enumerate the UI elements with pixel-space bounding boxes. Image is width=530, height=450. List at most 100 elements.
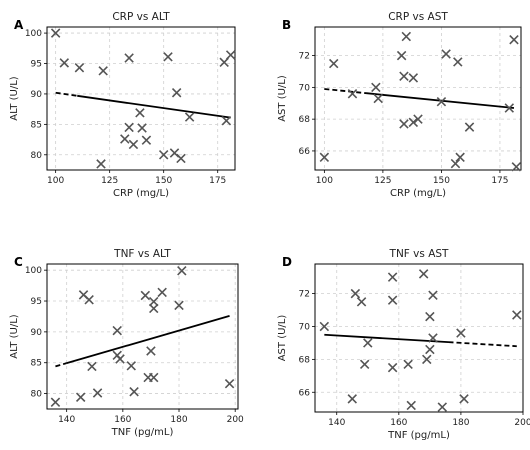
data-point-marker bbox=[184, 112, 195, 122]
x-tick-label: 175 bbox=[209, 176, 226, 186]
plot-area bbox=[46, 263, 239, 410]
data-point-marker bbox=[149, 372, 159, 383]
data-point-marker bbox=[146, 346, 156, 356]
data-point-marker bbox=[387, 295, 398, 305]
y-tick-label: 72 bbox=[299, 290, 310, 300]
x-tick-label: 200 bbox=[514, 418, 530, 428]
data-point-marker bbox=[74, 63, 85, 73]
data-point-marker bbox=[163, 52, 173, 62]
panel-letter: B bbox=[282, 18, 291, 32]
data-point-marker bbox=[126, 361, 136, 371]
data-point-marker bbox=[453, 57, 463, 67]
data-point-marker bbox=[359, 359, 370, 370]
y-tick-label: 72 bbox=[299, 52, 310, 62]
y-tick-label: 85 bbox=[31, 359, 42, 369]
data-point-marker bbox=[350, 288, 361, 299]
data-point-marker bbox=[115, 354, 125, 364]
y-tick-label: 80 bbox=[31, 151, 43, 161]
data-point-marker bbox=[50, 397, 61, 407]
chart-title: TNF vs AST bbox=[389, 248, 450, 260]
data-point-marker bbox=[459, 394, 469, 404]
x-tick-label: 150 bbox=[155, 176, 172, 186]
data-point-marker bbox=[84, 295, 94, 305]
data-point-marker bbox=[512, 310, 522, 320]
data-point-marker bbox=[177, 266, 187, 276]
data-point-marker bbox=[456, 328, 466, 338]
x-tick-label: 160 bbox=[390, 418, 407, 428]
data-point-marker bbox=[87, 361, 97, 372]
data-point-marker bbox=[141, 135, 152, 145]
data-point-marker bbox=[149, 296, 159, 307]
y-tick-label: 95 bbox=[31, 60, 42, 70]
data-point-marker bbox=[140, 290, 151, 301]
chart-title: TNF vs ALT bbox=[113, 248, 171, 260]
x-tick-label: 160 bbox=[114, 415, 131, 425]
x-tick-label: 175 bbox=[491, 176, 508, 186]
data-point-marker bbox=[509, 34, 519, 45]
x-tick-label: 125 bbox=[374, 176, 391, 186]
x-tick-label: 140 bbox=[58, 415, 75, 425]
data-point-marker bbox=[328, 58, 339, 69]
y-tick-label: 80 bbox=[31, 390, 43, 400]
y-axis-label: AST (U/L) bbox=[277, 75, 288, 122]
fit-line-dashed bbox=[324, 88, 367, 95]
x-axis-label: TNF (pg/mL) bbox=[111, 427, 174, 438]
data-point-marker bbox=[441, 49, 451, 59]
data-point-marker bbox=[319, 321, 330, 332]
data-point-marker bbox=[137, 123, 147, 133]
data-point-marker bbox=[401, 31, 412, 42]
data-point-marker bbox=[158, 150, 169, 160]
data-point-marker bbox=[363, 338, 373, 348]
data-point-marker bbox=[59, 58, 70, 68]
plot-frame bbox=[46, 26, 236, 171]
y-tick-label: 100 bbox=[25, 29, 42, 39]
data-point-marker bbox=[92, 388, 103, 398]
data-point-marker bbox=[425, 344, 435, 355]
panel-b: 100 125 150 175 66 68 70 72 CRP vs AST CRP (mg/L)… bbox=[277, 11, 522, 199]
x-tick-label: 100 bbox=[47, 176, 64, 186]
x-tick-label: 125 bbox=[101, 176, 118, 186]
data-point-marker bbox=[124, 53, 134, 63]
data-point-marker bbox=[418, 269, 429, 279]
data-point-marker bbox=[219, 57, 229, 68]
data-point-marker bbox=[50, 28, 61, 38]
fit-line-solid bbox=[77, 94, 231, 119]
data-point-marker bbox=[406, 400, 416, 411]
data-point-marker bbox=[399, 71, 409, 81]
data-point-marker bbox=[373, 93, 383, 104]
data-point-marker bbox=[128, 139, 139, 150]
data-point-marker bbox=[149, 303, 159, 314]
data-point-marker bbox=[224, 378, 235, 389]
x-tick-label: 200 bbox=[227, 415, 244, 425]
panel-letter: D bbox=[282, 255, 292, 269]
plot-frame bbox=[46, 263, 239, 410]
data-point-marker bbox=[428, 333, 438, 343]
data-point-marker bbox=[428, 290, 438, 300]
plot-frame bbox=[314, 26, 522, 171]
data-point-marker bbox=[403, 359, 413, 370]
data-point-marker bbox=[437, 402, 448, 412]
y-tick-label: 70 bbox=[299, 322, 311, 332]
panel-d: 140 160 180 200 66 68 70 72 TNF vs AST TNF (pg/mL… bbox=[277, 248, 530, 441]
data-point-marker bbox=[413, 114, 423, 124]
y-axis-label: ALT (U/L) bbox=[9, 314, 20, 358]
fit-line-solid bbox=[66, 314, 230, 365]
data-point-marker bbox=[450, 158, 461, 169]
data-point-marker bbox=[157, 287, 167, 298]
panel-letter: A bbox=[14, 18, 24, 32]
y-tick-label: 66 bbox=[299, 388, 311, 398]
y-tick-label: 68 bbox=[299, 115, 311, 125]
x-tick-label: 140 bbox=[328, 418, 345, 428]
fit-line-dashed bbox=[55, 91, 78, 97]
y-tick-label: 95 bbox=[31, 297, 42, 307]
data-point-marker bbox=[319, 152, 330, 163]
data-point-marker bbox=[387, 272, 398, 282]
fit-line-solid bbox=[324, 333, 449, 344]
x-tick-label: 150 bbox=[433, 176, 450, 186]
panel-a: 100 125 150 175 80 85 90 95 100 CRP vs ALT CRP (mg… bbox=[9, 11, 236, 199]
x-tick-label: 100 bbox=[316, 176, 333, 186]
panel-c: 140 160 180 200 80 85 90 95 100 TNF vs ALT TNF (pg… bbox=[9, 248, 244, 438]
data-point-marker bbox=[225, 50, 236, 60]
data-point-marker bbox=[135, 108, 145, 118]
